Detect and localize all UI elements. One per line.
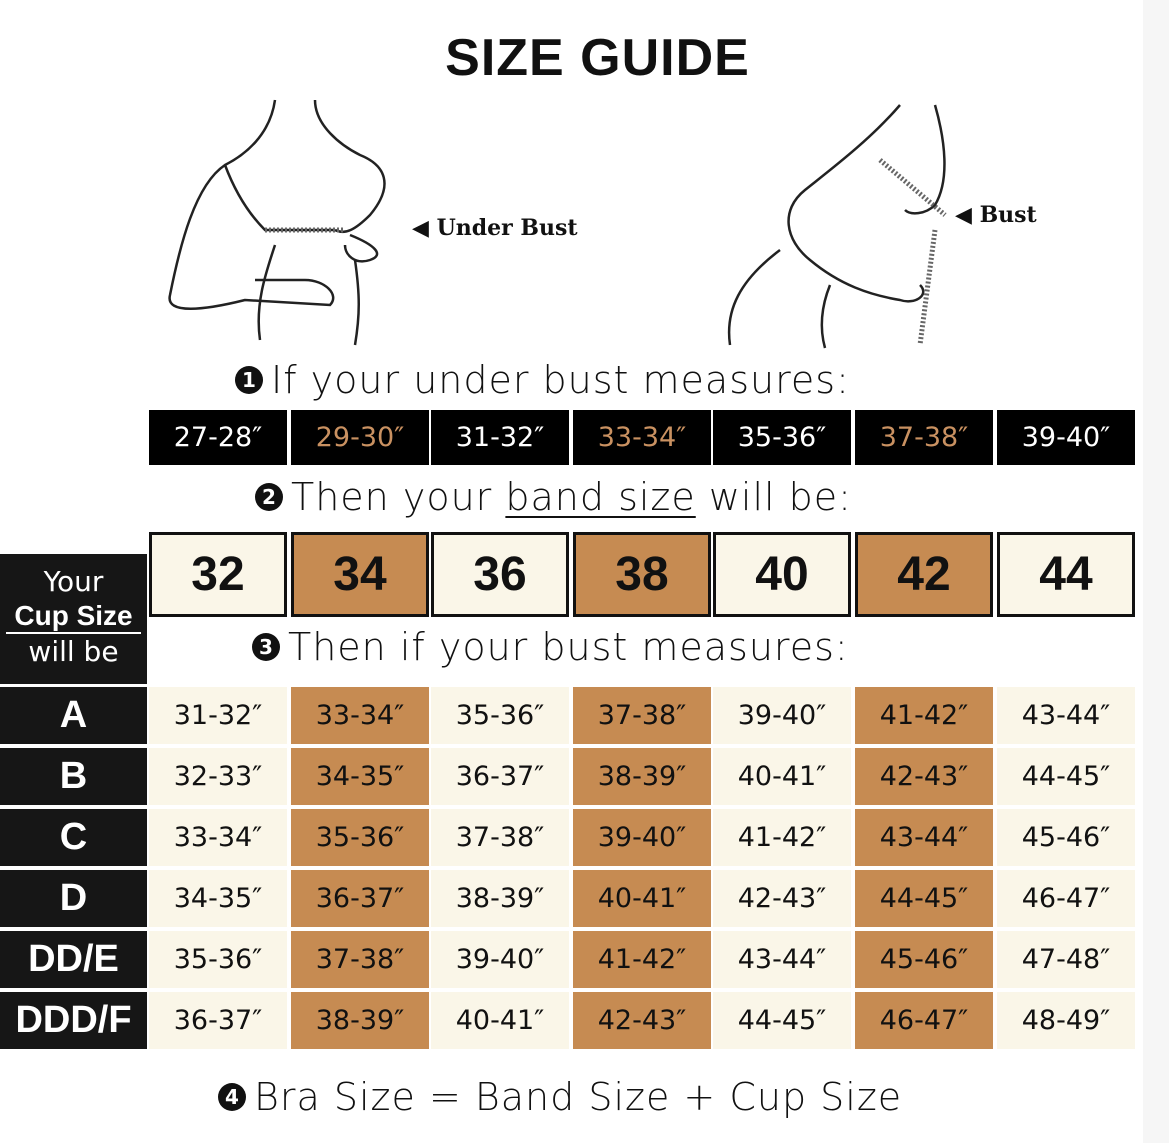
under-bust-label: ◀ Under Bust bbox=[412, 215, 578, 241]
bust-range-cell: 36-37″ bbox=[149, 992, 287, 1049]
bust-range-cell: 40-41″ bbox=[431, 992, 569, 1049]
bust-range-cell: 37-38″ bbox=[573, 687, 711, 744]
bust-range-cell: 43-44″ bbox=[855, 809, 993, 866]
step-number-2: 2 bbox=[255, 483, 283, 511]
bust-range-cell: 34-35″ bbox=[291, 748, 429, 805]
step-2-post: will be: bbox=[695, 475, 852, 519]
under-bust-illustration bbox=[168, 99, 386, 346]
bust-range-cell: 44-45″ bbox=[997, 748, 1135, 805]
bust-range-cell: 35-36″ bbox=[149, 931, 287, 988]
band-size-cell: 44 bbox=[997, 532, 1135, 617]
cup-header-line2: Cup Size bbox=[6, 600, 141, 634]
step-4: 4 Bra Size = Band Size + Cup Size bbox=[218, 1075, 902, 1119]
under-bust-cell: 31-32″ bbox=[431, 410, 569, 465]
cup-label: DDD/F bbox=[0, 992, 147, 1049]
bust-range-cell: 42-43″ bbox=[713, 870, 851, 927]
bust-range-cell: 41-42″ bbox=[573, 931, 711, 988]
step-2-pre: Then your bbox=[291, 475, 506, 519]
bust-range-cell: 38-39″ bbox=[573, 748, 711, 805]
bust-range-cell: 46-47″ bbox=[997, 870, 1135, 927]
bust-range-cell: 48-49″ bbox=[997, 992, 1135, 1049]
bust-range-cell: 40-41″ bbox=[713, 748, 851, 805]
bust-range-cell: 46-47″ bbox=[855, 992, 993, 1049]
step-2-text: Then your band size will be: bbox=[291, 475, 852, 519]
step-number-4: 4 bbox=[218, 1083, 246, 1111]
under-bust-cell: 35-36″ bbox=[713, 410, 851, 465]
band-size-underlined: band size bbox=[505, 475, 696, 519]
bust-range-cell: 33-34″ bbox=[291, 687, 429, 744]
band-size-cell: 38 bbox=[573, 532, 711, 617]
bust-range-cell: 36-37″ bbox=[431, 748, 569, 805]
band-size-cell: 40 bbox=[713, 532, 851, 617]
bust-range-cell: 43-44″ bbox=[713, 931, 851, 988]
cup-label: DD/E bbox=[0, 931, 147, 988]
bust-range-cell: 42-43″ bbox=[573, 992, 711, 1049]
band-size-cell: 42 bbox=[855, 532, 993, 617]
bust-range-cell: 39-40″ bbox=[713, 687, 851, 744]
bust-range-cell: 38-39″ bbox=[431, 870, 569, 927]
bust-range-cell: 45-46″ bbox=[997, 809, 1135, 866]
bust-range-cell: 42-43″ bbox=[855, 748, 993, 805]
bust-range-cell: 34-35″ bbox=[149, 870, 287, 927]
bust-range-cell: 40-41″ bbox=[573, 870, 711, 927]
bust-range-cell: 44-45″ bbox=[713, 992, 851, 1049]
cup-header-line3: will be bbox=[28, 635, 119, 668]
step-3: 3 Then if your bust measures: bbox=[252, 625, 849, 669]
step-number-3: 3 bbox=[252, 633, 280, 661]
bust-range-cell: 31-32″ bbox=[149, 687, 287, 744]
cup-label: C bbox=[0, 809, 147, 866]
bust-range-cell: 37-38″ bbox=[431, 809, 569, 866]
bust-range-cell: 39-40″ bbox=[573, 809, 711, 866]
bust-illustration bbox=[727, 104, 947, 349]
bust-range-cell: 43-44″ bbox=[997, 687, 1135, 744]
under-bust-cell: 29-30″ bbox=[291, 410, 429, 465]
step-1-text: If your under bust measures: bbox=[271, 358, 850, 402]
bust-range-cell: 41-42″ bbox=[855, 687, 993, 744]
step-1: 1 If your under bust measures: bbox=[235, 358, 850, 402]
under-bust-cell: 39-40″ bbox=[997, 410, 1135, 465]
bust-range-cell: 37-38″ bbox=[291, 931, 429, 988]
cup-header-line1: Your bbox=[43, 565, 104, 598]
bust-range-cell: 47-48″ bbox=[997, 931, 1135, 988]
bust-range-cell: 45-46″ bbox=[855, 931, 993, 988]
bust-range-cell: 36-37″ bbox=[291, 870, 429, 927]
under-bust-cell: 37-38″ bbox=[855, 410, 993, 465]
band-size-cell: 34 bbox=[291, 532, 429, 617]
cup-label: B bbox=[0, 748, 147, 805]
page-title: SIZE GUIDE bbox=[445, 29, 750, 87]
bust-range-cell: 38-39″ bbox=[291, 992, 429, 1049]
cup-label: A bbox=[0, 687, 147, 744]
step-3-text: Then if your bust measures: bbox=[288, 625, 849, 669]
side-strip bbox=[1143, 0, 1169, 1143]
cup-size-header: Your Cup Size will be bbox=[0, 554, 147, 684]
bust-range-cell: 39-40″ bbox=[431, 931, 569, 988]
under-bust-cell: 27-28″ bbox=[149, 410, 287, 465]
step-4-text: Bra Size = Band Size + Cup Size bbox=[254, 1075, 903, 1119]
bust-label: ◀ Bust bbox=[955, 202, 1037, 228]
band-size-cell: 36 bbox=[431, 532, 569, 617]
bust-range-cell: 44-45″ bbox=[855, 870, 993, 927]
band-size-cell: 32 bbox=[149, 532, 287, 617]
under-bust-cell: 33-34″ bbox=[573, 410, 711, 465]
cup-label: D bbox=[0, 870, 147, 927]
bust-range-cell: 41-42″ bbox=[713, 809, 851, 866]
step-2: 2 Then your band size will be: bbox=[255, 475, 852, 519]
step-number-1: 1 bbox=[235, 366, 263, 394]
bust-range-cell: 35-36″ bbox=[431, 687, 569, 744]
bust-range-cell: 33-34″ bbox=[149, 809, 287, 866]
bust-range-cell: 35-36″ bbox=[291, 809, 429, 866]
bust-range-cell: 32-33″ bbox=[149, 748, 287, 805]
